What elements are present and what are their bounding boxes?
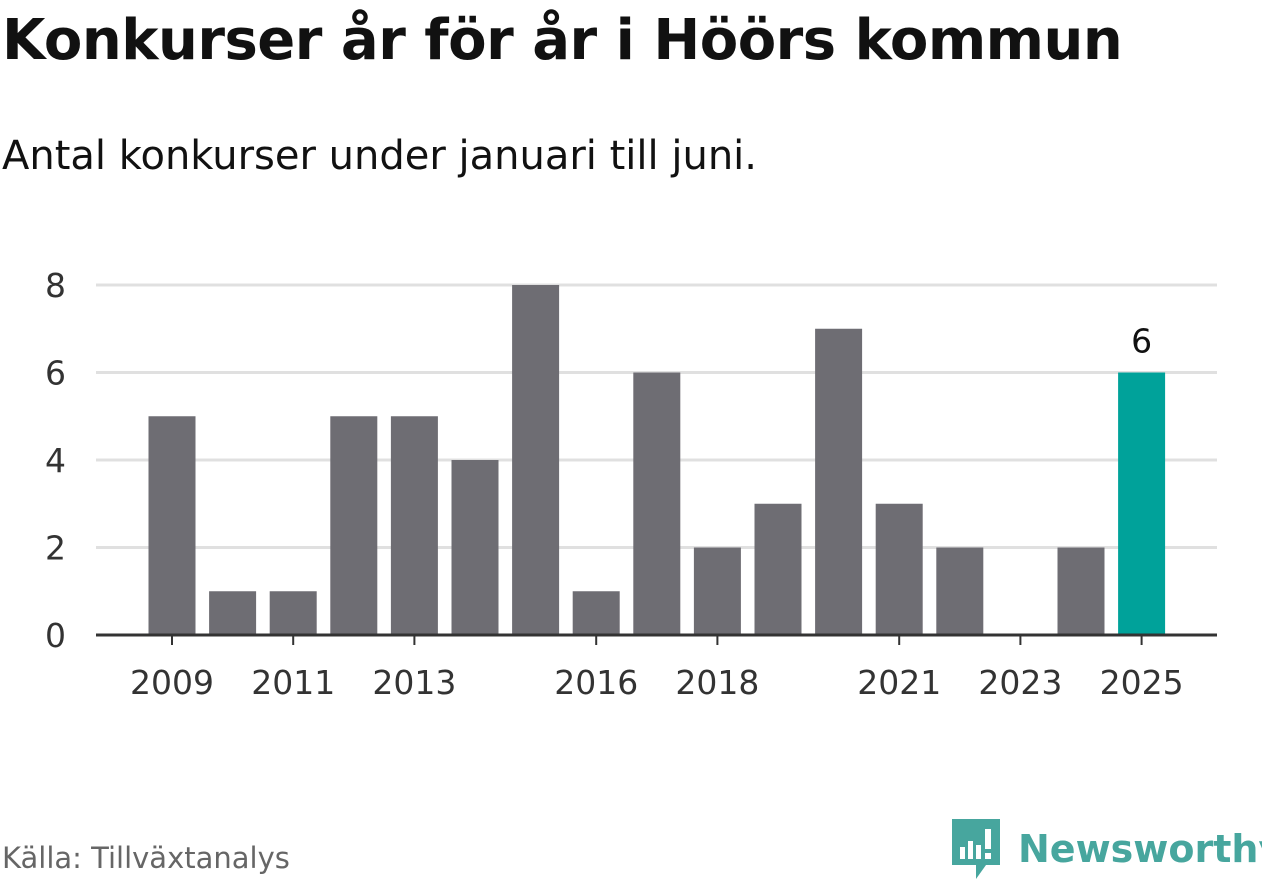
bar-2009 [148, 416, 196, 635]
x-tick-label: 2016 [554, 663, 638, 702]
y-tick-label: 6 [45, 354, 66, 393]
x-tick-label: 2025 [1100, 663, 1184, 702]
chart-subtitle: Antal konkurser under januari till juni. [2, 133, 757, 179]
chart-title: Konkurser år för år i Höörs kommun [2, 8, 1123, 73]
x-tick-label: 2023 [978, 663, 1062, 702]
brand-logo: Newsworthy [952, 818, 1262, 880]
source-text: Källa: Tillväxtanalys [2, 841, 290, 875]
x-tick-label: 2021 [857, 663, 941, 702]
x-tick-label: 2018 [675, 663, 759, 702]
newsworthy-icon [952, 819, 1000, 879]
bar-2020 [815, 328, 863, 635]
y-tick-label: 4 [45, 441, 66, 480]
x-tick-label: 2013 [372, 663, 456, 702]
bar-2010 [209, 591, 257, 635]
x-tick-label: 2011 [251, 663, 335, 702]
bar-2017 [633, 372, 681, 635]
bar-2015 [512, 285, 560, 635]
x-tick-label: 2009 [130, 663, 214, 702]
labels: 0 2 4 6 8 2009 2011 2013 2016 2018 2021 2023 2025 6 [45, 266, 1184, 702]
bar-2021 [875, 503, 923, 635]
bar-2011 [269, 591, 317, 635]
bars [148, 285, 1166, 635]
data-label: 6 [1131, 322, 1152, 361]
bar-2018 [693, 547, 741, 635]
bar-2012 [330, 416, 378, 635]
bar-2025 [1118, 372, 1166, 635]
bar-chart: 0 2 4 6 8 2009 2011 2013 2016 2018 2021 2023 2025 6 [45, 266, 1217, 702]
bar-2022 [936, 547, 984, 635]
bar-2024 [1057, 547, 1105, 635]
bar-2016 [572, 591, 620, 635]
bar-2014 [451, 460, 499, 635]
y-tick-label: 8 [45, 266, 66, 305]
bar-2013 [390, 416, 438, 635]
axes [96, 633, 1217, 645]
brand-name: Newsworthy [1018, 827, 1262, 871]
y-tick-label: 2 [45, 529, 66, 568]
y-tick-label: 0 [45, 616, 66, 655]
bar-2019 [754, 503, 802, 635]
